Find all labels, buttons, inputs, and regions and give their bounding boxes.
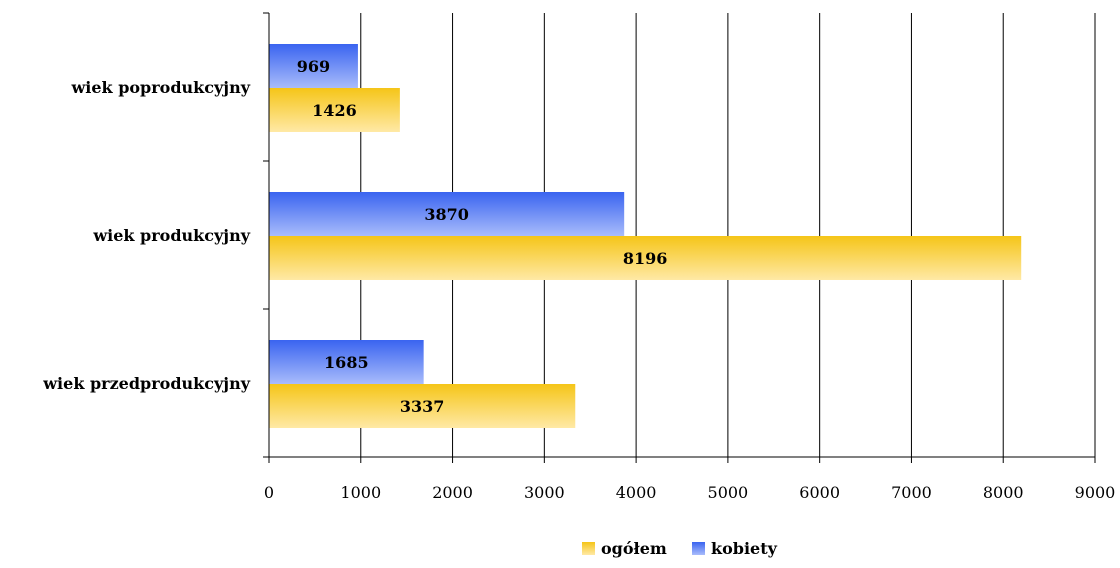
bar-ogolem — [269, 384, 576, 428]
data-label: 1426 — [312, 101, 357, 120]
bar-kobiety — [269, 192, 625, 236]
x-tick-label: 0 — [264, 483, 274, 502]
x-tick-label: 4000 — [616, 483, 657, 502]
x-tick-label: 9000 — [1075, 483, 1116, 502]
bars — [269, 44, 1022, 428]
bar-kobiety — [269, 340, 424, 384]
legend: ogółem kobiety — [582, 539, 778, 558]
data-label: 8196 — [623, 249, 668, 268]
data-label: 1685 — [324, 353, 369, 372]
x-tick-label: 2000 — [432, 483, 473, 502]
legend-label: ogółem — [601, 539, 667, 558]
gridlines — [360, 13, 1096, 457]
legend-swatch — [692, 542, 705, 555]
axes — [263, 12, 1096, 463]
data-label: 3870 — [424, 205, 469, 224]
bar-ogolem — [269, 236, 1022, 280]
x-tick-label: 6000 — [799, 483, 840, 502]
bar-kobiety — [269, 44, 358, 88]
category-label: wiek poprodukcyjny — [71, 78, 251, 97]
legend-label: kobiety — [711, 539, 778, 558]
bar-ogolem — [269, 88, 400, 132]
category-label: wiek przedprodukcyjny — [42, 374, 250, 393]
x-tick-label: 5000 — [708, 483, 749, 502]
data-label: 969 — [297, 57, 330, 76]
x-tick-label: 7000 — [891, 483, 932, 502]
x-tick-label: 3000 — [524, 483, 565, 502]
legend-swatch — [582, 542, 595, 555]
x-tick-label: 1000 — [340, 483, 381, 502]
x-tick-label: 8000 — [983, 483, 1024, 502]
labels: 0 1000 2000 3000 4000 5000 6000 7000 8000 9000 wie… — [42, 57, 1115, 502]
category-label: wiek produkcyjny — [92, 226, 250, 245]
data-label: 3337 — [400, 397, 445, 416]
